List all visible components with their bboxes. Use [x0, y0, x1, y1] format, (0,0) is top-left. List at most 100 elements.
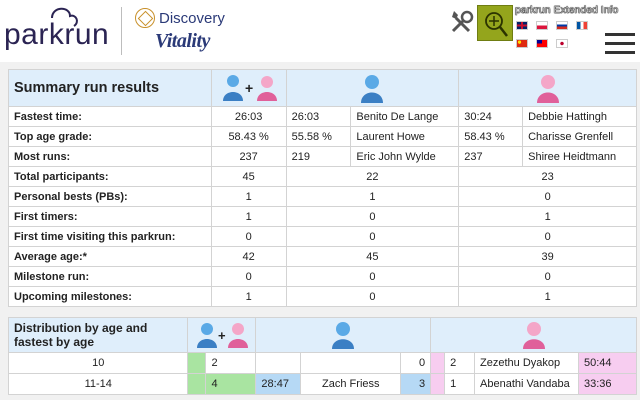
- all-value: 45: [210, 166, 287, 187]
- age-distribution-table: Distribution by age and fastest by age +…: [7, 317, 637, 395]
- female-fastest-name[interactable]: Abenathi Vandaba: [474, 373, 579, 395]
- male-fastest-name[interactable]: [300, 352, 402, 374]
- row-label: Upcoming milestones:: [8, 286, 212, 307]
- summary-row: Upcoming milestones: 1 0 1: [8, 286, 637, 307]
- extension-title: parkrun Extended Info: [515, 4, 619, 16]
- female-fastest-time: 33:36: [578, 373, 637, 395]
- summary-row: Milestone run: 0 0 0: [8, 266, 637, 287]
- female-value: 0: [458, 226, 637, 247]
- male-count: 0: [400, 352, 432, 374]
- age-group: 10: [7, 352, 189, 374]
- france-flag-icon[interactable]: [576, 21, 588, 30]
- russia-flag-icon[interactable]: [556, 21, 568, 30]
- row-label: First time visiting this parkrun:: [8, 226, 212, 247]
- summary-row: First time visiting this parkrun: 0 0 0: [8, 226, 637, 247]
- site-header: parkrun Discovery Vitality parkrun Exten…: [0, 0, 640, 62]
- plus-sign: +: [245, 80, 253, 96]
- male-runner-name[interactable]: Benito De Lange: [350, 106, 460, 127]
- female-icon: [536, 75, 559, 103]
- summary-results-table: Summary run results + Fastest time: 26:0…: [8, 69, 637, 307]
- male-icon: [361, 75, 384, 103]
- female-count: 2: [444, 352, 476, 374]
- china-flag-icon[interactable]: [516, 39, 528, 48]
- all-count: 2: [205, 352, 257, 374]
- tools-wrench-icon[interactable]: [447, 9, 475, 37]
- sponsor-brand: Vitality: [155, 30, 210, 52]
- menu-hamburger-icon[interactable]: [605, 33, 635, 55]
- all-value: 1: [210, 186, 287, 207]
- female-value: 23: [458, 166, 637, 187]
- header-divider: [121, 7, 122, 55]
- row-label: Average age:*: [8, 246, 212, 267]
- male-value: 22: [285, 166, 460, 187]
- female-header: [430, 317, 637, 353]
- sponsor-word: Discovery: [159, 9, 225, 27]
- taiwan-flag-icon[interactable]: [536, 39, 548, 48]
- parkrun-logo-text: parkrun: [4, 18, 110, 51]
- female-value: 1: [458, 206, 637, 227]
- male-fastest-time: [255, 352, 302, 374]
- female-count: 1: [444, 373, 476, 395]
- summary-row: Top age grade: 58.43 % 55.58 % Laurent H…: [8, 126, 637, 147]
- summary-row: Fastest time: 26:03 26:03 Benito De Lang…: [8, 106, 637, 127]
- extension-button[interactable]: [477, 5, 513, 41]
- male-count: 3: [400, 373, 432, 395]
- male-value: 55.58 %: [285, 126, 352, 147]
- male-runner-name[interactable]: Eric John Wylde: [350, 146, 460, 167]
- all-value: 1: [210, 206, 287, 227]
- discovery-vitality-logo[interactable]: Discovery Vitality: [135, 8, 235, 56]
- female-value: 58.43 %: [458, 126, 524, 147]
- female-runner-name[interactable]: Charisse Grenfell: [522, 126, 637, 147]
- japan-flag-icon[interactable]: [556, 39, 568, 48]
- female-icon: [522, 322, 545, 349]
- all-runners-header: +: [187, 317, 257, 353]
- male-header: [285, 69, 460, 107]
- female-value: 39: [458, 246, 637, 267]
- parkrun-logo-tree-icon: [51, 7, 78, 27]
- extension-magnifier-icon: [485, 12, 508, 37]
- male-icon: [332, 322, 355, 349]
- male-value: 0: [285, 226, 460, 247]
- male-value: 0: [285, 206, 460, 227]
- parkrun-logo[interactable]: parkrun: [4, 4, 110, 56]
- poland-flag-icon[interactable]: [536, 21, 548, 30]
- row-label: Personal bests (PBs):: [8, 186, 212, 207]
- female-header: [458, 69, 637, 107]
- plus-sign: +: [218, 328, 226, 343]
- summary-row: Personal bests (PBs): 1 1 0: [8, 186, 637, 207]
- all-count-bar: [187, 373, 207, 395]
- female-runner-name[interactable]: Debbie Hattingh: [522, 106, 637, 127]
- male-value: 45: [285, 246, 460, 267]
- male-female-icon: +: [222, 75, 277, 101]
- male-runner-name[interactable]: Laurent Howe: [350, 126, 460, 147]
- distribution-header-row: Distribution by age and fastest by age +: [7, 317, 637, 353]
- summary-row: Most runs: 237 219 Eric John Wylde 237 S…: [8, 146, 637, 167]
- female-fastest-time: 50:44: [578, 352, 637, 374]
- all-value: 0: [210, 266, 287, 287]
- distribution-row: 10 2 0 2 Zezethu Dyakop 50:44: [7, 352, 637, 374]
- male-header: [255, 317, 432, 353]
- all-value: 26:03: [210, 106, 287, 127]
- distribution-title: Distribution by age and fastest by age: [7, 317, 189, 353]
- all-value: 58.43 %: [210, 126, 287, 147]
- male-value: 26:03: [285, 106, 352, 127]
- all-runners-header: +: [210, 69, 287, 107]
- male-fastest-name[interactable]: Zach Friess: [300, 373, 402, 395]
- all-count: 4: [205, 373, 257, 395]
- all-count-bar: [187, 352, 207, 374]
- all-value: 1: [210, 286, 287, 307]
- female-fastest-name[interactable]: Zezethu Dyakop: [474, 352, 579, 374]
- row-label: Milestone run:: [8, 266, 212, 287]
- male-fastest-time: 28:47: [255, 373, 302, 395]
- female-value: 0: [458, 266, 637, 287]
- female-value: 30:24: [458, 106, 524, 127]
- row-label: First timers:: [8, 206, 212, 227]
- female-runner-name[interactable]: Shiree Heidtmann: [522, 146, 637, 167]
- age-group: 11-14: [7, 373, 189, 395]
- uk-flag-icon[interactable]: [516, 21, 528, 30]
- female-count-bar: [430, 373, 446, 395]
- row-label: Top age grade:: [8, 126, 212, 147]
- male-female-icon: +: [196, 323, 248, 348]
- summary-row: Total participants: 45 22 23: [8, 166, 637, 187]
- female-value: 237: [458, 146, 524, 167]
